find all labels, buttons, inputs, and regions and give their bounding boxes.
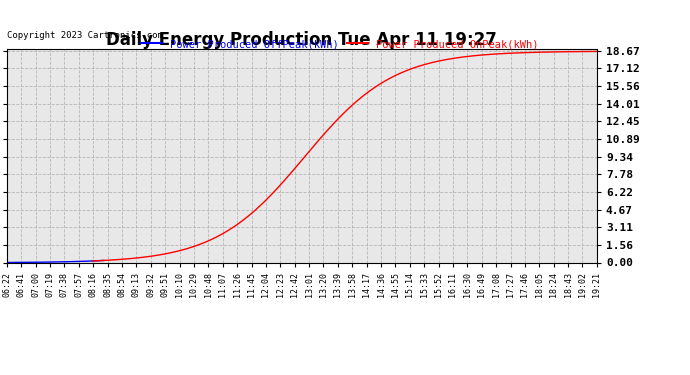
Legend: Power Produced OffPeak(kWh), Power Produced OnPeak(kWh): Power Produced OffPeak(kWh), Power Produ…	[137, 35, 543, 53]
Title: Daily Energy Production Tue Apr 11 19:27: Daily Energy Production Tue Apr 11 19:27	[106, 31, 497, 49]
Text: Copyright 2023 Cartronics.com: Copyright 2023 Cartronics.com	[7, 31, 163, 40]
